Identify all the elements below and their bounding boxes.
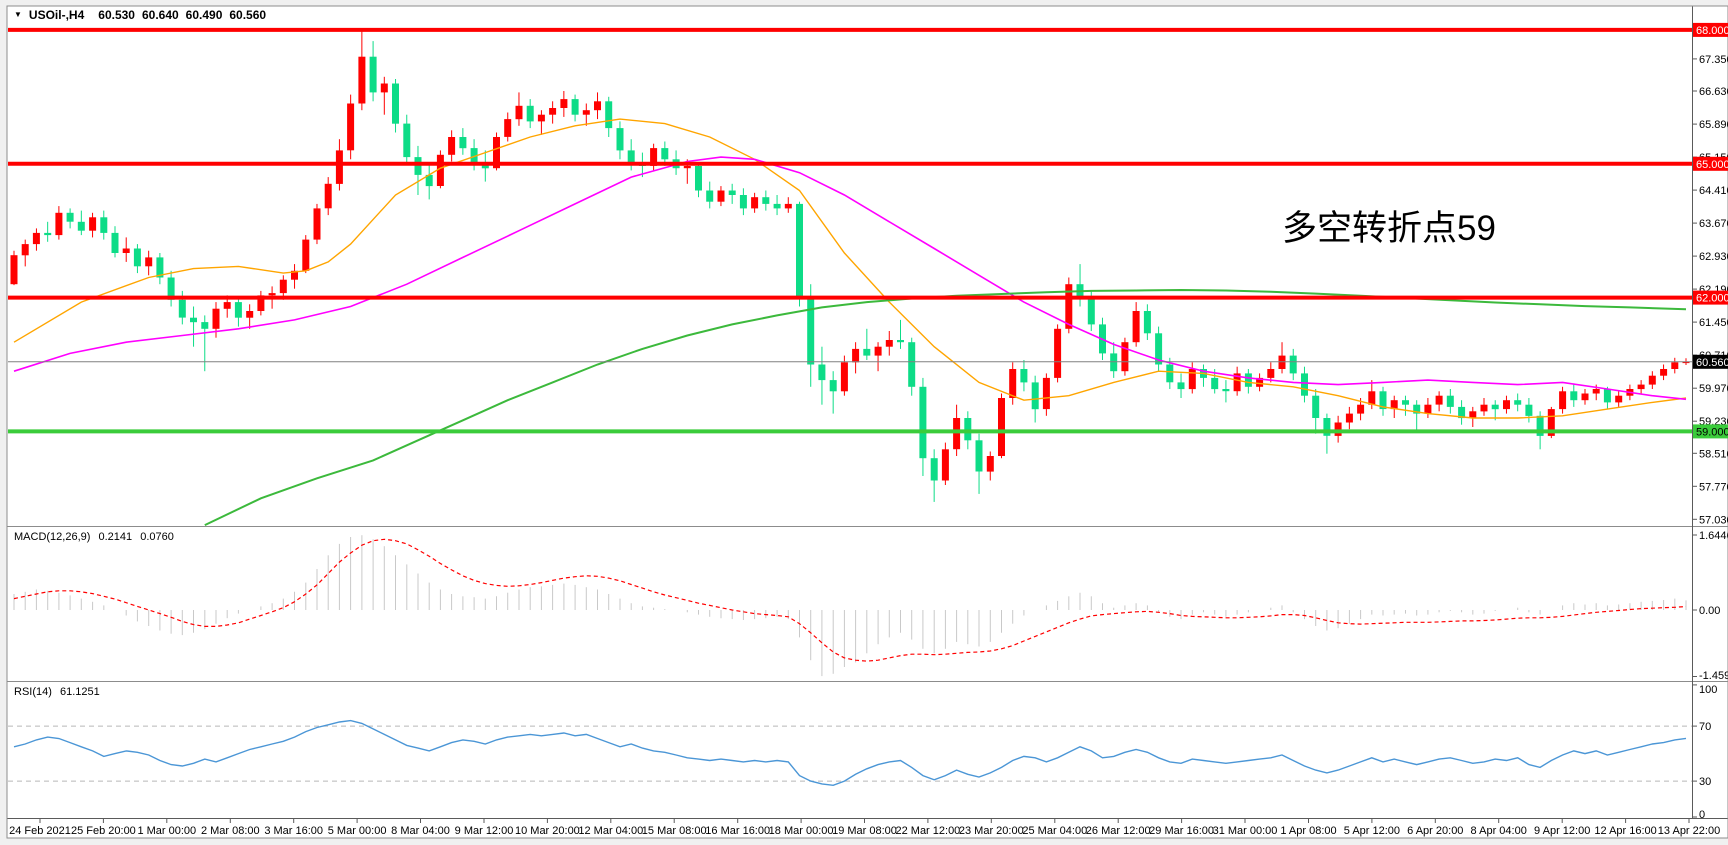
candlestick-series[interactable] [10, 30, 1690, 502]
svg-text:61.450: 61.450 [1699, 317, 1728, 329]
hline-price-label: 65.000 [1693, 156, 1728, 171]
svg-text:19 Mar 08:00: 19 Mar 08:00 [832, 825, 897, 837]
svg-text:31 Mar 00:00: 31 Mar 00:00 [1213, 825, 1278, 837]
svg-text:8 Mar 04:00: 8 Mar 04:00 [391, 825, 450, 837]
window-border [6, 5, 1728, 839]
rsi-axis: 100 70 30 0 [1692, 684, 1717, 821]
svg-text:9 Mar 12:00: 9 Mar 12:00 [455, 825, 514, 837]
hline-price-label: 59.000 [1693, 424, 1728, 439]
macd-signal-value: 0.0760 [140, 531, 174, 543]
svg-text:57.030: 57.030 [1699, 514, 1728, 526]
svg-text:58.510: 58.510 [1699, 448, 1728, 460]
svg-text:13 Apr 22:00: 13 Apr 22:00 [1658, 825, 1720, 837]
svg-text:12 Mar 04:00: 12 Mar 04:00 [578, 825, 643, 837]
svg-text:22 Mar 12:00: 22 Mar 12:00 [895, 825, 960, 837]
svg-text:5 Apr 12:00: 5 Apr 12:00 [1344, 825, 1400, 837]
svg-text:12 Apr 16:00: 12 Apr 16:00 [1594, 825, 1656, 837]
rsi-value: 61.1251 [59, 686, 100, 698]
chart-background [7, 6, 1728, 838]
macd-histogram [13, 535, 1687, 677]
svg-text:24 Feb 2021: 24 Feb 2021 [9, 825, 71, 837]
svg-text:10 Mar 20:00: 10 Mar 20:00 [515, 825, 580, 837]
hline-price-label: 68.000 [1693, 22, 1728, 37]
symbol-dropdown-icon[interactable]: ▼ [14, 9, 22, 19]
chart-title-bar: ▼ USOil-,H4 60.530 60.640 60.490 60.560 [14, 8, 273, 22]
svg-text:18 Mar 00:00: 18 Mar 00:00 [769, 825, 834, 837]
svg-text:66.630: 66.630 [1699, 86, 1728, 98]
current-price-label: 60.560 [1693, 354, 1728, 369]
time-axis[interactable]: 24 Feb 2021 25 Feb 20:00 1 Mar 00:00 2 Mar … [9, 819, 1720, 837]
ma-fast-orange [13, 118, 1687, 419]
svg-text:64.410: 64.410 [1699, 185, 1728, 197]
svg-text:60.560: 60.560 [1696, 357, 1728, 369]
svg-text:65.890: 65.890 [1699, 119, 1728, 131]
macd-axis: 1.6446 0.00 -1.4594 [1692, 530, 1728, 682]
svg-text:16 Mar 16:00: 16 Mar 16:00 [705, 825, 770, 837]
ma-mid-magenta [13, 156, 1687, 401]
svg-text:70: 70 [1699, 721, 1711, 733]
rsi-indicator-label: RSI(14) 61.1251 [14, 686, 105, 698]
svg-text:9 Apr 12:00: 9 Apr 12:00 [1534, 825, 1590, 837]
svg-text:1.6446: 1.6446 [1699, 530, 1728, 542]
svg-text:63.670: 63.670 [1699, 218, 1728, 230]
quote-high: 60.640 [141, 8, 179, 22]
symbol-period-label: USOil-,H4 [28, 8, 85, 22]
svg-text:65.000: 65.000 [1696, 159, 1728, 171]
svg-text:26 Mar 12:00: 26 Mar 12:00 [1086, 825, 1151, 837]
svg-text:57.770: 57.770 [1699, 481, 1728, 493]
svg-text:30: 30 [1699, 776, 1711, 788]
svg-text:0: 0 [1699, 809, 1705, 821]
svg-text:100: 100 [1699, 684, 1717, 696]
svg-text:15 Mar 08:00: 15 Mar 08:00 [642, 825, 707, 837]
svg-text:8 Apr 04:00: 8 Apr 04:00 [1471, 825, 1527, 837]
svg-text:-1.4594: -1.4594 [1699, 670, 1728, 682]
quote-close: 60.560 [229, 8, 267, 22]
svg-text:68.000: 68.000 [1696, 25, 1728, 37]
annotation-text[interactable]: 多空转折点59 [1282, 209, 1496, 248]
hline-price-label: 62.000 [1693, 290, 1728, 305]
macd-signal-line [13, 538, 1687, 662]
svg-text:67.350: 67.350 [1699, 54, 1728, 66]
svg-text:25 Feb 20:00: 25 Feb 20:00 [71, 825, 136, 837]
svg-text:2 Mar 08:00: 2 Mar 08:00 [201, 825, 260, 837]
quote-low: 60.490 [185, 8, 223, 22]
macd-indicator-label: MACD(12,26,9) 0.2141 0.0760 [14, 531, 179, 543]
svg-text:1 Apr 08:00: 1 Apr 08:00 [1280, 825, 1336, 837]
macd-value: 0.2141 [98, 531, 133, 543]
rsi-name: RSI(14) [14, 686, 52, 698]
macd-name: MACD(12,26,9) [14, 531, 91, 543]
svg-text:3 Mar 16:00: 3 Mar 16:00 [264, 825, 323, 837]
svg-text:25 Mar 04:00: 25 Mar 04:00 [1022, 825, 1087, 837]
svg-text:6 Apr 20:00: 6 Apr 20:00 [1407, 825, 1463, 837]
svg-text:5 Mar 00:00: 5 Mar 00:00 [328, 825, 387, 837]
rsi-line [13, 719, 1687, 787]
svg-text:29 Mar 16:00: 29 Mar 16:00 [1149, 825, 1214, 837]
svg-text:23 Mar 20:00: 23 Mar 20:00 [959, 825, 1024, 837]
svg-text:0.00: 0.00 [1699, 605, 1720, 617]
svg-text:59.000: 59.000 [1696, 426, 1728, 438]
svg-text:1 Mar 00:00: 1 Mar 00:00 [137, 825, 196, 837]
svg-text:59.970: 59.970 [1699, 383, 1728, 395]
svg-text:62.930: 62.930 [1699, 251, 1728, 263]
svg-text:62.000: 62.000 [1696, 293, 1728, 305]
quote-open: 60.530 [98, 8, 135, 22]
